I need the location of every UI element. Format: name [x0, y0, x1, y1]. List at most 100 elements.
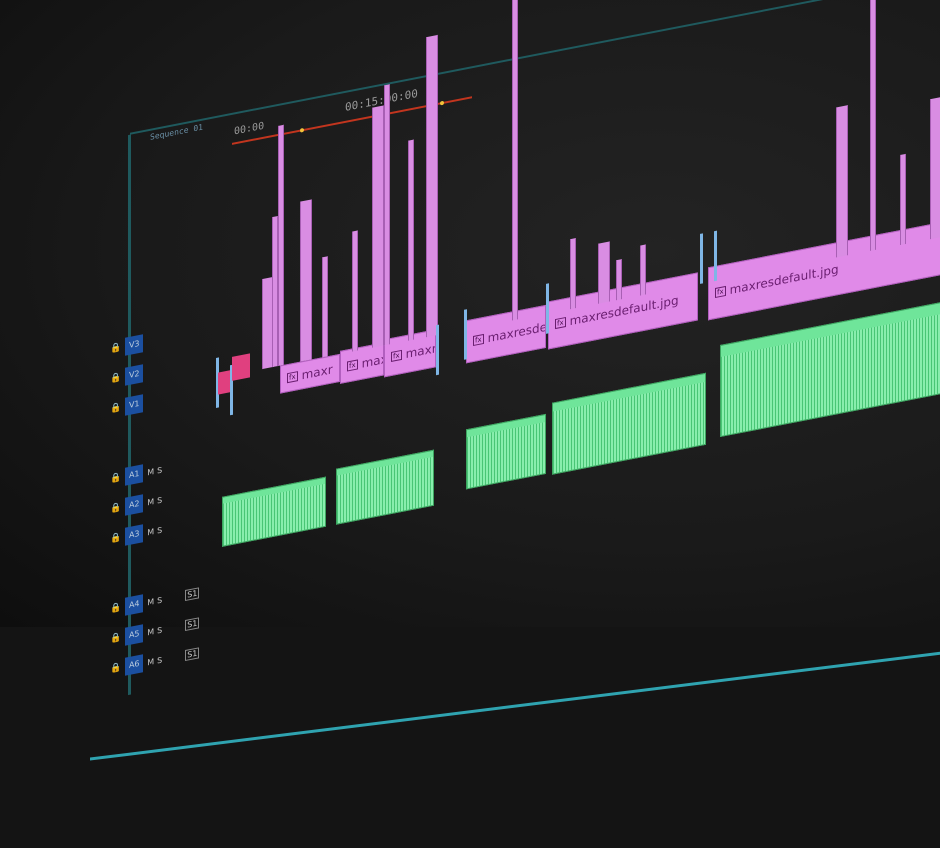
mute-button[interactable]: M — [147, 595, 158, 607]
lock-icon[interactable]: 🔒 — [110, 502, 122, 515]
video-clip[interactable]: fx maxresde — [466, 304, 546, 364]
track-target[interactable]: A4 — [125, 594, 144, 616]
track-header[interactable]: 🔒 V3 — [110, 332, 144, 360]
track-header[interactable]: 🔒 V2 — [110, 362, 144, 390]
track-target[interactable]: A3 — [125, 524, 144, 546]
panel-border — [130, 0, 940, 135]
solo-button[interactable]: S — [157, 464, 166, 475]
video-clip-stack[interactable] — [640, 244, 646, 296]
mute-solo[interactable]: MS — [147, 654, 165, 666]
mute-solo[interactable]: MS — [147, 624, 165, 636]
video-clip-stack[interactable] — [930, 96, 940, 240]
mute-solo[interactable]: MS — [147, 594, 165, 606]
track-target[interactable]: A1 — [125, 464, 144, 486]
clip-label: maxi — [361, 350, 384, 371]
lock-icon[interactable]: 🔒 — [110, 402, 122, 415]
mute-button[interactable]: M — [147, 655, 158, 667]
clip-label: maxresdefault.jpg — [569, 293, 679, 329]
track-headers: 🔒 V3 🔒 V2 🔒 V1 🔒 A1 MS 🔒 A2 MS 🔒 A3 MS 🔒… — [110, 139, 210, 676]
video-clip[interactable]: fx maxr — [280, 353, 340, 394]
solo-button[interactable]: S — [157, 624, 166, 635]
video-clip-stack[interactable] — [570, 238, 576, 310]
mute-button[interactable]: M — [147, 465, 158, 477]
mute-solo[interactable]: MS — [147, 464, 165, 476]
track-target[interactable]: V3 — [125, 334, 144, 356]
audio-waveform — [721, 310, 940, 436]
solo-button[interactable]: S — [157, 654, 166, 665]
fx-badge-icon: fx — [473, 333, 484, 346]
video-clip[interactable] — [232, 353, 250, 381]
marker — [300, 127, 304, 133]
video-clip-stack[interactable] — [372, 105, 384, 348]
audio-waveform — [553, 382, 705, 474]
video-clip[interactable] — [218, 370, 230, 395]
mute-solo[interactable]: MS — [147, 494, 165, 506]
video-clip-stack[interactable] — [512, 0, 518, 321]
marker — [440, 100, 444, 106]
audio-clip[interactable] — [720, 298, 940, 438]
lock-icon[interactable]: 🔒 — [110, 602, 122, 615]
fx-badge-icon: fx — [287, 371, 298, 384]
submix-label: S1 — [185, 586, 200, 601]
submix-label: S1 — [185, 646, 200, 661]
solo-button[interactable]: S — [157, 594, 166, 605]
track-target[interactable]: A5 — [125, 624, 144, 646]
video-clip-stack[interactable] — [836, 105, 848, 258]
panel-border — [90, 633, 940, 761]
video-clip-stack[interactable] — [408, 139, 414, 341]
mute-button[interactable]: M — [147, 525, 158, 537]
audio-clip[interactable] — [466, 413, 546, 490]
track-target[interactable]: V2 — [125, 364, 144, 386]
transition-marker — [436, 324, 439, 376]
fx-badge-icon: fx — [391, 349, 402, 362]
fx-badge-icon: fx — [555, 317, 566, 330]
transition-marker — [714, 230, 717, 282]
video-clip-stack[interactable] — [870, 0, 876, 251]
lock-icon[interactable]: 🔒 — [110, 372, 122, 385]
monitor-bezel — [0, 0, 940, 627]
video-clip-stack[interactable] — [300, 199, 312, 362]
clip-label: maxresdefault.jpg — [729, 261, 839, 297]
transition-marker — [464, 309, 467, 360]
video-clip[interactable]: fx maxi — [340, 342, 384, 384]
track-target[interactable]: A6 — [125, 654, 144, 676]
audio-clip[interactable] — [222, 476, 326, 547]
transition-marker — [546, 283, 549, 334]
clip-label: maxr — [301, 362, 333, 383]
timecode-start: 00:00 — [234, 120, 265, 138]
lock-icon[interactable]: 🔒 — [110, 532, 122, 545]
lock-icon[interactable]: 🔒 — [110, 662, 122, 675]
video-clip-stack[interactable] — [278, 124, 284, 366]
transition-marker — [700, 233, 703, 284]
audio-waveform — [467, 422, 545, 489]
audio-waveform — [337, 457, 433, 524]
audio-waveform — [223, 483, 325, 546]
fx-badge-icon: fx — [347, 358, 358, 372]
lock-icon[interactable]: 🔒 — [110, 472, 122, 485]
video-clip-stack[interactable] — [322, 256, 328, 358]
clip-label: maxresde — [487, 319, 546, 345]
video-clip-stack[interactable] — [616, 259, 622, 301]
audio-clip[interactable] — [336, 449, 434, 525]
video-clip-stack[interactable] — [352, 230, 358, 352]
timeline-panel: Sequence 01 00:00 00:15:00:00 🔒 V3 🔒 V2 … — [90, 0, 940, 761]
video-clip-stack[interactable] — [598, 241, 610, 304]
track-header[interactable]: 🔒 A2 MS — [110, 488, 165, 521]
lock-icon[interactable]: 🔒 — [110, 632, 122, 645]
mute-button[interactable]: M — [147, 625, 158, 637]
video-clip-stack[interactable] — [384, 84, 390, 346]
video-clip-stack[interactable] — [426, 34, 438, 338]
clip-label: maxre — [405, 339, 436, 362]
video-clip-stack[interactable] — [900, 153, 906, 246]
solo-button[interactable]: S — [157, 494, 166, 505]
track-header[interactable]: 🔒 A1 MS — [110, 458, 165, 491]
track-header[interactable]: 🔒 V1 — [110, 392, 144, 420]
lock-icon[interactable]: 🔒 — [110, 342, 122, 355]
mute-button[interactable]: M — [147, 495, 158, 507]
audio-clip[interactable] — [552, 372, 706, 475]
mute-solo[interactable]: MS — [147, 524, 165, 536]
track-target[interactable]: V1 — [125, 394, 144, 416]
track-header[interactable]: 🔒 A3 MS — [110, 518, 165, 551]
track-target[interactable]: A2 — [125, 494, 144, 516]
solo-button[interactable]: S — [157, 524, 166, 535]
